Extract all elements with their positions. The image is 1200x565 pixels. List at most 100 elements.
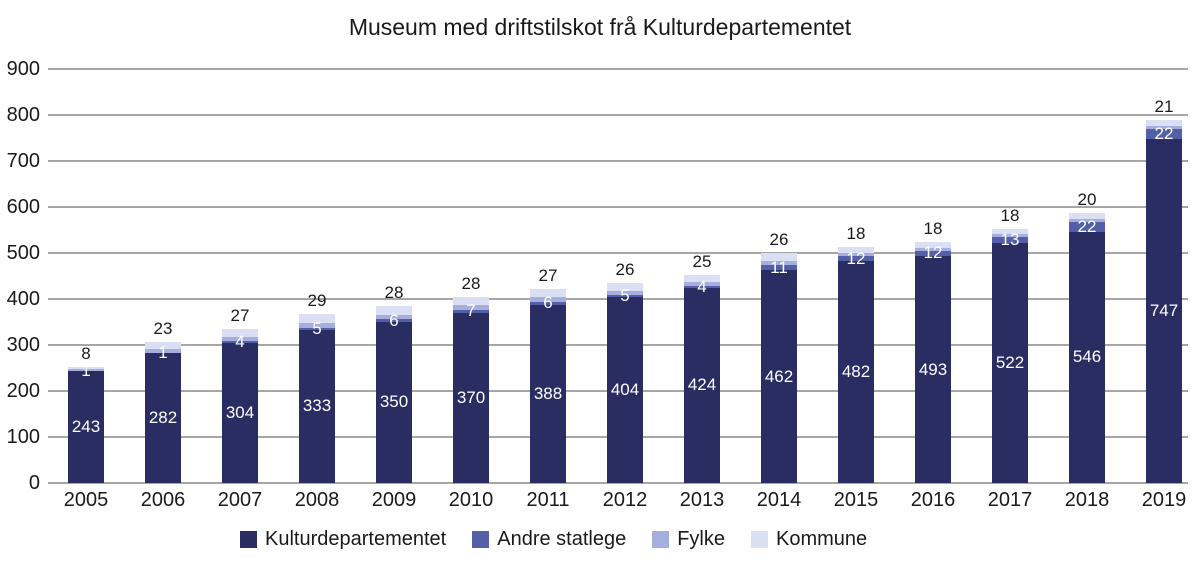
segment-kulturdepartementet: 388 bbox=[530, 304, 566, 483]
label-above-bar: 28 bbox=[384, 283, 404, 303]
bar-2019: 747 22 21 bbox=[1146, 97, 1182, 483]
x-tick-label-2015: 2015 bbox=[833, 489, 879, 511]
bar-2010: 370 7 28 bbox=[453, 274, 489, 483]
segment-kulturdepartementet: 404 bbox=[607, 297, 643, 483]
label-above-bar: 21 bbox=[1154, 96, 1174, 116]
segment-andre-statlege bbox=[838, 255, 874, 262]
x-tick-label-2018: 2018 bbox=[1064, 489, 1110, 511]
bar-2016: 493 12 18 bbox=[915, 219, 951, 483]
segment-kommune bbox=[530, 289, 566, 298]
y-tick-label: 700 bbox=[6, 150, 40, 172]
label-andre-statlege: 22 bbox=[1077, 216, 1097, 236]
segment-andre-statlege bbox=[607, 294, 643, 298]
label-andre-statlege: 22 bbox=[1154, 124, 1174, 144]
legend-label: Fylke bbox=[677, 527, 726, 550]
legend-swatch-icon bbox=[751, 530, 769, 548]
segment-andre-statlege bbox=[222, 341, 258, 344]
segment-fylke bbox=[838, 252, 874, 256]
segment-fylke bbox=[684, 282, 720, 287]
legend: Kulturdepartementet Andre statlege Fylke Ko… bbox=[240, 528, 867, 550]
legend-item-fylke: Fylke bbox=[652, 528, 725, 551]
label-kulturdepartementet: 350 bbox=[379, 392, 409, 412]
legend-item-andre-statlege: Andre statlege bbox=[472, 528, 626, 551]
label-kulturdepartementet: 370 bbox=[456, 387, 486, 407]
label-kulturdepartementet: 243 bbox=[71, 417, 101, 437]
gridline-900 bbox=[48, 68, 1188, 70]
segment-fylke bbox=[1146, 125, 1182, 130]
segment-andre-statlege bbox=[992, 236, 1028, 243]
segment-fylke bbox=[299, 322, 335, 328]
label-above-bar: 27 bbox=[230, 305, 250, 325]
segment-fylke bbox=[453, 305, 489, 310]
y-tick-label: 200 bbox=[6, 380, 40, 402]
label-kulturdepartementet: 333 bbox=[302, 396, 332, 416]
y-tick-label: 900 bbox=[6, 58, 40, 80]
segment-kommune bbox=[1146, 119, 1182, 126]
segment-kulturdepartementet: 304 bbox=[222, 343, 258, 483]
label-andre-statlege: 5 bbox=[312, 318, 322, 338]
segment-kulturdepartementet: 493 bbox=[915, 256, 951, 483]
segment-kulturdepartementet: 747 bbox=[1146, 139, 1182, 483]
segment-fylke bbox=[68, 369, 104, 371]
label-kulturdepartementet: 388 bbox=[533, 383, 563, 403]
label-andre-statlege: 4 bbox=[235, 332, 245, 352]
legend-label: Andre statlege bbox=[497, 527, 627, 550]
segment-andre-statlege bbox=[1069, 221, 1105, 232]
label-kulturdepartementet: 424 bbox=[687, 375, 717, 395]
x-tick-label-2011: 2011 bbox=[526, 489, 570, 511]
bar-2011: 388 6 27 bbox=[530, 266, 566, 483]
label-above-bar: 18 bbox=[846, 224, 866, 244]
segment-andre-statlege bbox=[530, 301, 566, 305]
label-andre-statlege: 6 bbox=[389, 310, 399, 330]
x-tick-label-2016: 2016 bbox=[910, 489, 956, 511]
segment-kulturdepartementet: 333 bbox=[299, 329, 335, 483]
y-tick-label: 500 bbox=[6, 242, 40, 264]
gridline-500 bbox=[48, 252, 1188, 254]
label-above-bar: 29 bbox=[307, 291, 327, 311]
segment-fylke bbox=[530, 297, 566, 302]
segment-kulturdepartementet: 546 bbox=[1069, 231, 1105, 483]
label-andre-statlege: 5 bbox=[620, 286, 630, 306]
bar-2007: 304 4 27 bbox=[222, 306, 258, 483]
x-tick-label-2013: 2013 bbox=[679, 489, 725, 511]
segment-kommune bbox=[915, 242, 951, 248]
label-above-bar: 8 bbox=[81, 344, 91, 364]
label-andre-statlege: 13 bbox=[1000, 229, 1020, 249]
segment-kommune bbox=[145, 342, 181, 350]
gridline-800 bbox=[48, 114, 1188, 116]
bar-2008: 333 5 29 bbox=[299, 291, 335, 483]
x-tick-label-2007: 2007 bbox=[217, 489, 263, 511]
x-tick-label-2009: 2009 bbox=[371, 489, 417, 511]
y-tick-label: 100 bbox=[6, 426, 40, 448]
segment-andre-statlege bbox=[376, 319, 412, 322]
y-tick-label: 400 bbox=[6, 288, 40, 310]
y-tick-label: 0 bbox=[28, 472, 40, 494]
legend-label: Kommune bbox=[776, 527, 868, 550]
y-tick-label: 600 bbox=[6, 196, 40, 218]
segment-kulturdepartementet: 282 bbox=[145, 353, 181, 483]
segment-kommune bbox=[1069, 212, 1105, 219]
segment-fylke bbox=[607, 290, 643, 295]
label-andre-statlege: 12 bbox=[846, 248, 866, 268]
segment-fylke bbox=[145, 349, 181, 353]
label-andre-statlege: 12 bbox=[923, 243, 943, 263]
label-andre-statlege: 4 bbox=[697, 277, 707, 297]
label-andre-statlege: 6 bbox=[543, 293, 553, 313]
legend-label: Kulturdepartementet bbox=[265, 527, 447, 550]
segment-kommune bbox=[761, 253, 797, 262]
bar-2005: 243 1 8 bbox=[68, 344, 104, 483]
bar-2012: 404 5 26 bbox=[607, 260, 643, 483]
x-tick-label-2017: 2017 bbox=[987, 489, 1033, 511]
label-andre-statlege: 11 bbox=[770, 257, 788, 277]
segment-kulturdepartementet: 424 bbox=[684, 287, 720, 483]
x-tick-label-2012: 2012 bbox=[602, 489, 648, 511]
legend-swatch-icon bbox=[652, 530, 670, 548]
bar-2014: 462 11 26 bbox=[761, 230, 797, 483]
bar-2009: 350 6 28 bbox=[376, 283, 412, 483]
segment-kommune bbox=[453, 296, 489, 306]
bar-2017: 522 13 18 bbox=[992, 206, 1028, 483]
segment-fylke bbox=[222, 336, 258, 342]
segment-kommune bbox=[684, 274, 720, 283]
segment-kommune bbox=[68, 367, 104, 370]
